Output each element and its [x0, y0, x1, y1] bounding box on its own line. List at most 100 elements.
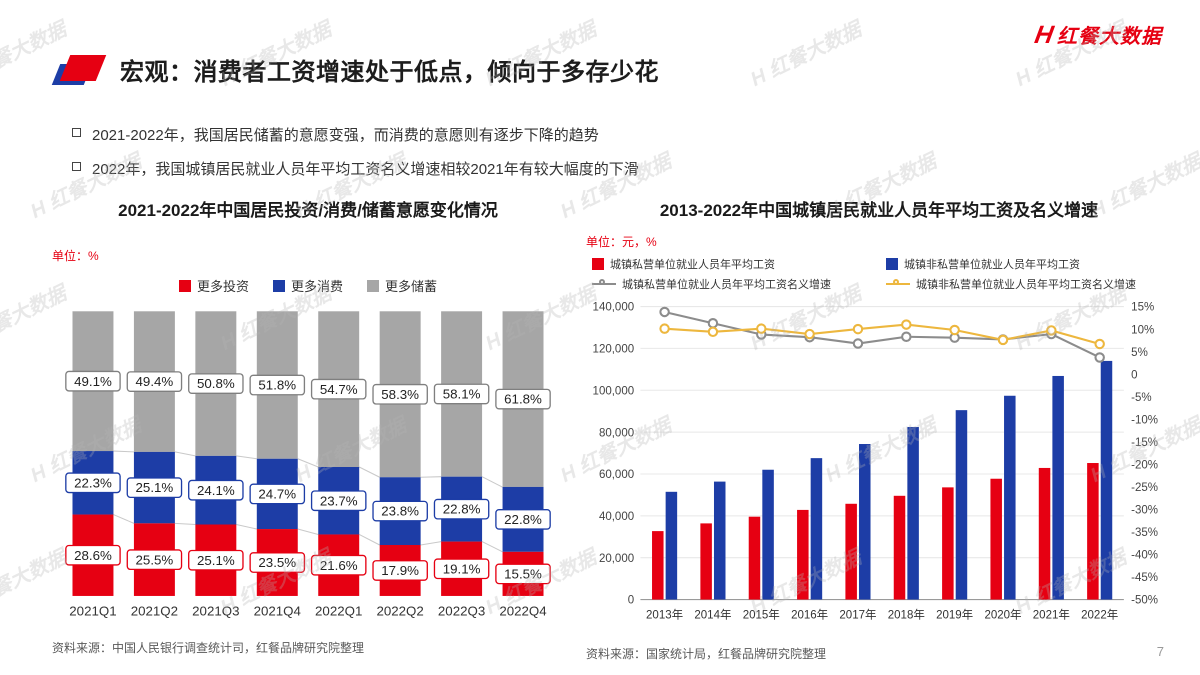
svg-text:15.5%: 15.5%	[504, 566, 542, 581]
svg-text:-20%: -20%	[1131, 460, 1158, 472]
svg-text:-45%: -45%	[1131, 572, 1158, 584]
left-chart-source: 资料来源：中国人民银行调查统计司，红餐品牌研究院整理	[52, 640, 365, 655]
svg-text:60,000: 60,000	[599, 469, 634, 481]
svg-text:20,000: 20,000	[599, 553, 634, 565]
svg-text:120,000: 120,000	[593, 344, 635, 356]
svg-text:49.1%: 49.1%	[74, 374, 112, 389]
svg-text:2018年: 2018年	[888, 607, 925, 621]
legend-label: 城镇非私营单位就业人员年平均工资名义增速	[916, 279, 1136, 291]
svg-text:2014年: 2014年	[694, 607, 731, 621]
legend-label: 城镇非私营单位就业人员年平均工资	[904, 259, 1080, 271]
svg-text:15%: 15%	[1131, 302, 1154, 314]
svg-text:22.3%: 22.3%	[74, 475, 112, 490]
legend-item: 更多储蓄	[367, 276, 437, 295]
bullet-list: 2021-2022年，我国居民储蓄的意愿变强，而消费的意愿则有逐步下降的趋势 2…	[72, 124, 639, 192]
svg-text:-15%: -15%	[1131, 437, 1158, 449]
svg-text:25.1%: 25.1%	[197, 553, 235, 568]
bullet-item-2: 2022年，我国城镇居民就业人员年平均工资名义增速相较2021年有较大幅度的下滑	[72, 158, 639, 179]
svg-text:2022年: 2022年	[1081, 607, 1118, 621]
svg-text:2019年: 2019年	[936, 607, 973, 621]
legend-item: 更多投资	[178, 276, 249, 295]
svg-text:51.8%: 51.8%	[258, 378, 296, 393]
legend-item: 城镇非私营单位就业人员年平均工资	[886, 256, 1172, 272]
svg-text:2021Q1: 2021Q1	[69, 603, 116, 618]
page-title: 宏观：消费者工资增速处于低点，倾向于多存少花	[120, 59, 659, 86]
right-chart-panel: 2013-2022年中国城镇居民就业人员年平均工资及名义增速 单位：元，% 城镇…	[586, 196, 1172, 662]
svg-text:23.8%: 23.8%	[381, 504, 419, 519]
right-chart-source: 资料来源：国家统计局，红餐品牌研究院整理	[586, 647, 827, 662]
svg-text:-25%: -25%	[1131, 482, 1158, 494]
svg-text:23.7%: 23.7%	[320, 493, 358, 508]
bullet-square-icon	[72, 128, 81, 137]
svg-text:61.8%: 61.8%	[504, 392, 542, 407]
svg-text:22.8%: 22.8%	[504, 512, 542, 527]
legend-line-swatch	[886, 279, 910, 285]
svg-text:2021Q4: 2021Q4	[254, 603, 301, 618]
bullet-text-1: 2021-2022年，我国居民储蓄的意愿变强，而消费的意愿则有逐步下降的趋势	[92, 127, 599, 144]
title-accent-shape	[51, 54, 107, 85]
svg-text:100,000: 100,000	[593, 385, 635, 397]
svg-text:-40%: -40%	[1131, 550, 1158, 562]
legend-item: 城镇私营单位就业人员年平均工资名义增速	[592, 276, 878, 292]
svg-text:22.8%: 22.8%	[443, 502, 481, 517]
svg-text:19.1%: 19.1%	[443, 561, 481, 576]
svg-text:-35%: -35%	[1131, 527, 1158, 539]
bullet-item-1: 2021-2022年，我国居民储蓄的意愿变强，而消费的意愿则有逐步下降的趋势	[72, 124, 639, 145]
left-chart-title: 2021-2022年中国居民投资/消费/储蓄意愿变化情况	[118, 201, 498, 220]
bullet-text-2: 2022年，我国城镇居民就业人员年平均工资名义增速相较2021年有较大幅度的下滑	[92, 161, 639, 178]
svg-text:50.8%: 50.8%	[197, 376, 235, 391]
legend-square-swatch	[178, 279, 191, 292]
svg-text:54.7%: 54.7%	[320, 382, 358, 397]
svg-text:2015年: 2015年	[743, 607, 780, 621]
legend-square-swatch	[592, 258, 604, 270]
bar-line-chart-canvas: 0 20,000 40,000 60,000 80,000 100,000 120,000 1…	[593, 302, 1158, 622]
svg-text:2016年: 2016年	[791, 607, 828, 621]
svg-text:17.9%: 17.9%	[381, 563, 419, 578]
svg-text:0: 0	[1131, 369, 1137, 381]
legend-square-swatch	[367, 279, 379, 292]
legend-line-swatch	[592, 279, 616, 285]
legend-square-swatch	[272, 279, 285, 292]
svg-text:-5%: -5%	[1131, 392, 1151, 404]
left-chart-unit-label: 单位：%	[52, 249, 99, 263]
svg-text:2021年: 2021年	[1033, 607, 1070, 621]
legend-label: 更多消费	[290, 279, 343, 294]
svg-text:2021Q2: 2021Q2	[131, 603, 178, 618]
svg-text:-50%: -50%	[1131, 595, 1158, 607]
svg-text:5%: 5%	[1131, 347, 1148, 359]
svg-text:2022Q2: 2022Q2	[376, 603, 423, 618]
brand-logo-text: 红餐大数据	[1057, 26, 1162, 48]
svg-text:21.6%: 21.6%	[320, 558, 358, 573]
svg-text:2022Q1: 2022Q1	[315, 603, 362, 618]
svg-text:2022Q4: 2022Q4	[499, 603, 546, 618]
svg-text:2022Q3: 2022Q3	[438, 603, 485, 618]
legend-square-swatch	[886, 258, 898, 270]
svg-text:25.1%: 25.1%	[136, 480, 174, 495]
legend-item: 城镇私营单位就业人员年平均工资	[592, 256, 878, 272]
legend-item: 城镇非私营单位就业人员年平均工资名义增速	[886, 276, 1172, 292]
svg-text:80,000: 80,000	[599, 427, 634, 439]
bullet-square-icon	[72, 162, 81, 171]
legend-label: 城镇私营单位就业人员年平均工资	[610, 259, 775, 271]
right-chart-legend: 城镇私营单位就业人员年平均工资 城镇非私营单位就业人员年平均工资城镇私营单位就业人…	[586, 256, 1172, 292]
svg-text:24.1%: 24.1%	[197, 483, 235, 498]
legend-label: 城镇私营单位就业人员年平均工资名义增速	[622, 279, 831, 291]
svg-text:23.5%: 23.5%	[258, 555, 296, 570]
svg-text:28.6%: 28.6%	[74, 548, 112, 563]
svg-text:2020年: 2020年	[984, 607, 1021, 621]
svg-text:24.7%: 24.7%	[258, 487, 296, 502]
right-chart-unit-label: 单位：元，%	[586, 235, 657, 249]
svg-text:2021Q3: 2021Q3	[192, 603, 239, 618]
svg-text:2017年: 2017年	[839, 607, 876, 621]
left-chart-legend: 更多投资 更多消费 更多储蓄	[52, 276, 564, 295]
svg-text:-10%: -10%	[1131, 414, 1158, 426]
legend-item: 更多消费	[272, 276, 343, 295]
brand-h-icon: H	[1032, 21, 1056, 49]
svg-text:0: 0	[628, 595, 634, 607]
right-chart-title: 2013-2022年中国城镇居民就业人员年平均工资及名义增速	[659, 201, 1099, 220]
svg-text:25.5%: 25.5%	[136, 552, 174, 567]
svg-text:-30%: -30%	[1131, 505, 1158, 517]
legend-label: 更多储蓄	[385, 279, 438, 294]
svg-text:58.1%: 58.1%	[443, 387, 481, 402]
